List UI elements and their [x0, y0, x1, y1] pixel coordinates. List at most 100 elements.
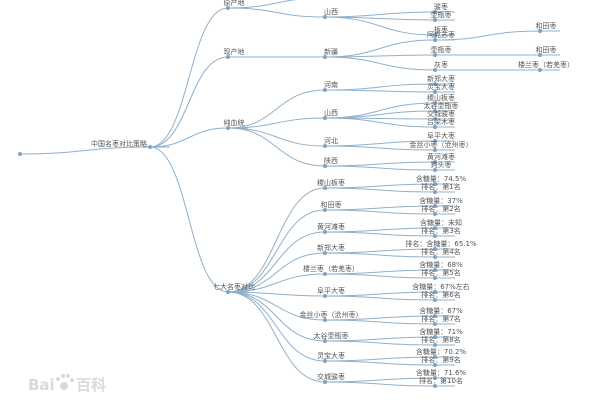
edge	[324, 381, 455, 387]
node-label: 金丝小枣（沧州枣）	[300, 310, 363, 319]
edge	[324, 54, 455, 58]
edge	[324, 319, 455, 325]
edge	[324, 231, 455, 237]
edges	[19, 0, 560, 387]
node-label: 排名：第4名	[421, 247, 460, 256]
node-dot	[433, 363, 437, 367]
node-dot	[323, 272, 327, 276]
node-dot	[433, 247, 437, 251]
node-label: 阜平大枣	[427, 131, 455, 140]
edge	[227, 291, 345, 383]
node-label: 阜平大枣	[317, 286, 345, 295]
node-dot	[323, 294, 327, 298]
node-label: 黄河滩枣	[317, 222, 345, 231]
node-label: 排名：第2名	[421, 204, 460, 213]
node-dot	[433, 322, 437, 326]
node-label: 排名：第8名	[421, 335, 460, 344]
edge	[227, 231, 345, 293]
node-dot	[226, 6, 230, 10]
node-dot	[433, 168, 437, 172]
edge	[149, 127, 248, 148]
node-dot	[433, 298, 437, 302]
node-dot	[323, 116, 327, 120]
node-dot	[323, 88, 327, 92]
node-dot	[323, 144, 327, 148]
watermark-left: Bai	[28, 376, 55, 394]
edge	[227, 209, 345, 293]
node-dot	[433, 125, 437, 129]
node-label: 阿克苏枣	[427, 30, 455, 39]
edge	[227, 89, 345, 129]
node-dot	[433, 18, 437, 22]
node-dot	[323, 359, 327, 363]
node-label: 陕西	[324, 156, 338, 165]
node-dot	[323, 186, 327, 190]
node-label: 含糖量：37%	[419, 196, 463, 205]
node-dot	[433, 101, 437, 105]
edge	[324, 252, 455, 258]
node-dot	[538, 29, 542, 33]
node-dot	[433, 276, 437, 280]
node-dot	[433, 182, 437, 186]
edge	[324, 16, 455, 36]
node-dot	[323, 339, 327, 343]
node-label: 排名：第3名	[421, 226, 460, 235]
edge	[324, 209, 455, 215]
node-label: 现产地	[224, 47, 245, 56]
node-label: 新郑大枣	[317, 243, 345, 252]
node-dot	[433, 376, 437, 380]
edge	[149, 56, 248, 148]
watermark-right: 百科	[76, 376, 106, 394]
node-label: 和田枣	[536, 45, 557, 54]
node-label: 楼兰枣（若羌枣）	[518, 60, 574, 69]
node-label: 稷山板枣	[427, 93, 455, 102]
edge	[324, 145, 455, 151]
node-dot	[433, 335, 437, 339]
node-label: 太谷壶瓶枣	[314, 331, 349, 340]
node-label: 灰枣	[434, 60, 448, 69]
node-label: 排名：第9名	[421, 355, 460, 364]
node-dot	[433, 314, 437, 318]
node-label: 含糖量：67%	[419, 306, 463, 315]
node-label: 排名：第5名	[421, 268, 460, 277]
node-dot	[433, 10, 437, 14]
node-label: 排名：含糖量：65.1%	[405, 239, 477, 248]
edge	[227, 127, 345, 147]
node-label: 和田枣	[536, 21, 557, 30]
edge	[324, 273, 455, 279]
node-dot	[538, 53, 542, 57]
node-label: 排名：第7名	[421, 314, 460, 323]
node-label: 壶瓶枣	[431, 45, 452, 54]
edge	[324, 360, 455, 366]
node-label: 含糖量：71%	[419, 327, 463, 336]
node-label: 排名：第1名	[421, 182, 460, 191]
node-label: 七大名枣对比	[213, 282, 255, 291]
node-label: 中国名枣对比策略	[91, 139, 147, 148]
node-label: 狗头枣	[431, 160, 452, 169]
node-label: 灵宝大枣	[427, 82, 455, 91]
edge	[227, 291, 345, 362]
watermark: Bai 百科	[28, 374, 106, 394]
edge	[434, 30, 560, 41]
node-label: 山西	[324, 108, 338, 117]
node-dot	[433, 226, 437, 230]
edge	[227, 273, 345, 293]
node-label: 黄河滩枣	[427, 152, 455, 161]
node-dot	[323, 318, 327, 322]
node-dot	[433, 38, 437, 42]
node-dot	[323, 251, 327, 255]
node-label: 新郑大枣	[427, 74, 455, 83]
node-label: 稷山板枣	[317, 178, 345, 187]
edge	[227, 291, 345, 321]
node-dot	[433, 33, 437, 37]
node-dot	[433, 355, 437, 359]
node-dot	[538, 68, 542, 72]
edge	[19, 146, 170, 155]
node-dot	[323, 55, 327, 59]
node-dot	[433, 90, 437, 94]
edge	[324, 165, 455, 171]
node-label: 含糖量：67%左右	[412, 282, 470, 291]
edge	[324, 89, 455, 93]
node-dot	[226, 55, 230, 59]
